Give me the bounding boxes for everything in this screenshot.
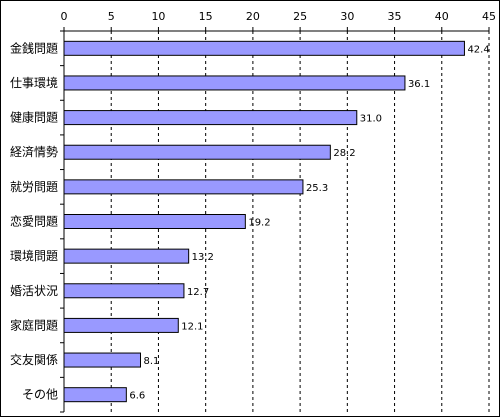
bar-10 <box>63 352 141 368</box>
axes <box>60 27 490 413</box>
bar-11 <box>63 387 127 403</box>
value-label-7: 13.2 <box>192 252 214 263</box>
value-label-10: 8.1 <box>144 356 160 367</box>
value-label-3: 31.0 <box>360 114 382 125</box>
bar-3 <box>63 110 358 126</box>
category-label-2: 仕事環境 <box>10 75 58 90</box>
bar-2 <box>63 75 406 91</box>
x-tick-label-15: 15 <box>199 10 213 23</box>
category-label-7: 環境問題 <box>10 248 58 263</box>
x-tick-label-30: 30 <box>340 10 354 23</box>
value-label-9: 12.1 <box>181 321 203 332</box>
x-tick-label-10: 10 <box>151 10 165 23</box>
value-label-6: 19.2 <box>248 218 270 229</box>
labels: 0 5 10 15 20 25 30 35 40 45 金銭問題 42.4 仕事環境 36.1 健康問題 31… <box>10 10 496 402</box>
bar-4 <box>63 144 331 160</box>
value-label-5: 25.3 <box>306 183 328 194</box>
x-tick-label-20: 20 <box>246 10 260 23</box>
category-label-11: その他 <box>22 388 58 402</box>
value-label-4: 28.2 <box>333 148 355 159</box>
category-label-10: 交友関係 <box>10 352 58 367</box>
category-label-4: 経済情勢 <box>10 144 58 159</box>
value-label-2: 36.1 <box>408 79 430 90</box>
value-label-11: 6.6 <box>129 391 145 402</box>
category-label-8: 婚活状況 <box>10 283 58 298</box>
x-tick-label-35: 35 <box>388 10 402 23</box>
bar-1 <box>63 40 465 56</box>
x-tick-label-0: 0 <box>61 10 68 23</box>
x-tick-label-40: 40 <box>435 10 449 23</box>
bar-5 <box>63 179 304 195</box>
x-tick-label-45: 45 <box>482 10 496 23</box>
bar-7 <box>63 248 190 264</box>
category-label-6: 恋愛問題 <box>10 214 58 229</box>
bar-8 <box>63 283 185 299</box>
value-label-1: 42.4 <box>467 44 489 55</box>
bar-9 <box>63 317 179 333</box>
bar-6 <box>63 214 246 229</box>
category-label-1: 金銭問題 <box>10 40 58 55</box>
x-tick-label-5: 5 <box>108 10 115 23</box>
x-tick-label-25: 25 <box>293 10 307 23</box>
category-label-3: 健康問題 <box>10 110 58 125</box>
category-label-5: 就労問題 <box>10 180 58 194</box>
value-label-8: 12.7 <box>187 287 209 298</box>
category-label-9: 家庭問題 <box>10 317 58 332</box>
